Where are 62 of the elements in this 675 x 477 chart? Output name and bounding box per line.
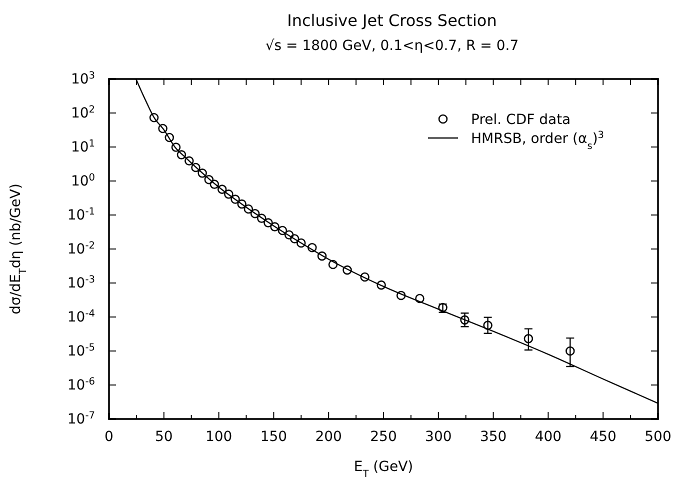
- point: [204, 174, 214, 184]
- x-tick-label: 250: [370, 428, 397, 445]
- point: [224, 190, 234, 199]
- legend-label: HMRSB, order (α$_{s}$)$^{3}$: [471, 130, 604, 152]
- point: [328, 260, 338, 270]
- point: [250, 208, 260, 218]
- legend-label: Prel. CDF data: [471, 112, 571, 128]
- point: [376, 280, 386, 290]
- point: [164, 132, 174, 142]
- y-tick-label: 10$^{-4}$: [67, 308, 95, 326]
- point: [210, 180, 220, 189]
- x-tick-label: 400: [534, 428, 562, 445]
- chart-subtitle: √s = 1800 GeV, 0.1<η<0.7, R = 0.7: [265, 38, 519, 54]
- point: [264, 218, 273, 228]
- x-tick-label: 50: [154, 428, 173, 445]
- point: [566, 346, 575, 356]
- point: [307, 242, 317, 252]
- point: [176, 150, 186, 160]
- x-tick-label: 500: [644, 428, 672, 445]
- point: [184, 156, 194, 166]
- x-tick-label: 350: [480, 428, 507, 445]
- point: [217, 184, 227, 194]
- point: [171, 142, 181, 152]
- point: [284, 230, 294, 240]
- y-tick-label: 10$^{-5}$: [67, 342, 95, 360]
- point: [198, 168, 207, 178]
- point: [296, 238, 306, 248]
- point: [460, 315, 470, 325]
- point: [237, 199, 246, 209]
- x-axis-title: E$_{T}$ (GeV): [354, 459, 414, 477]
- point: [360, 272, 370, 282]
- point: [483, 320, 492, 330]
- y-tick-label: 10$^{-3}$: [67, 274, 95, 292]
- point: [191, 162, 200, 172]
- point: [524, 334, 534, 344]
- y-tick-label: 10$^{3}$: [70, 70, 95, 88]
- y-tick-label: 10$^{1}$: [70, 138, 95, 156]
- point: [396, 290, 406, 300]
- point: [149, 113, 159, 122]
- x-tick-label: 0: [104, 428, 114, 445]
- point: [278, 226, 288, 236]
- y-tick-label: 10$^{-6}$: [67, 376, 95, 394]
- y-tick-label: 10$^{-7}$: [67, 410, 95, 428]
- point: [415, 294, 424, 304]
- y-tick-label: 10$^{-1}$: [67, 206, 95, 224]
- point: [230, 194, 240, 204]
- x-tick-label: 200: [315, 428, 342, 445]
- point: [256, 214, 266, 223]
- x-tick-label: 150: [260, 428, 288, 445]
- x-tick-label: 100: [205, 428, 232, 445]
- point: [244, 204, 254, 214]
- point: [290, 234, 300, 244]
- point: [317, 251, 327, 261]
- x-tick-label: 450: [590, 428, 616, 445]
- point: [342, 265, 352, 275]
- y-tick-label: 10$^{2}$: [70, 104, 95, 122]
- y-tick-label: 10$^{-2}$: [67, 240, 95, 258]
- chart-title: Inclusive Jet Cross Section: [287, 11, 497, 30]
- x-tick-label: 300: [425, 428, 452, 445]
- point: [158, 124, 168, 134]
- point: [270, 222, 280, 232]
- y-tick-label: 10$^{0}$: [70, 172, 95, 190]
